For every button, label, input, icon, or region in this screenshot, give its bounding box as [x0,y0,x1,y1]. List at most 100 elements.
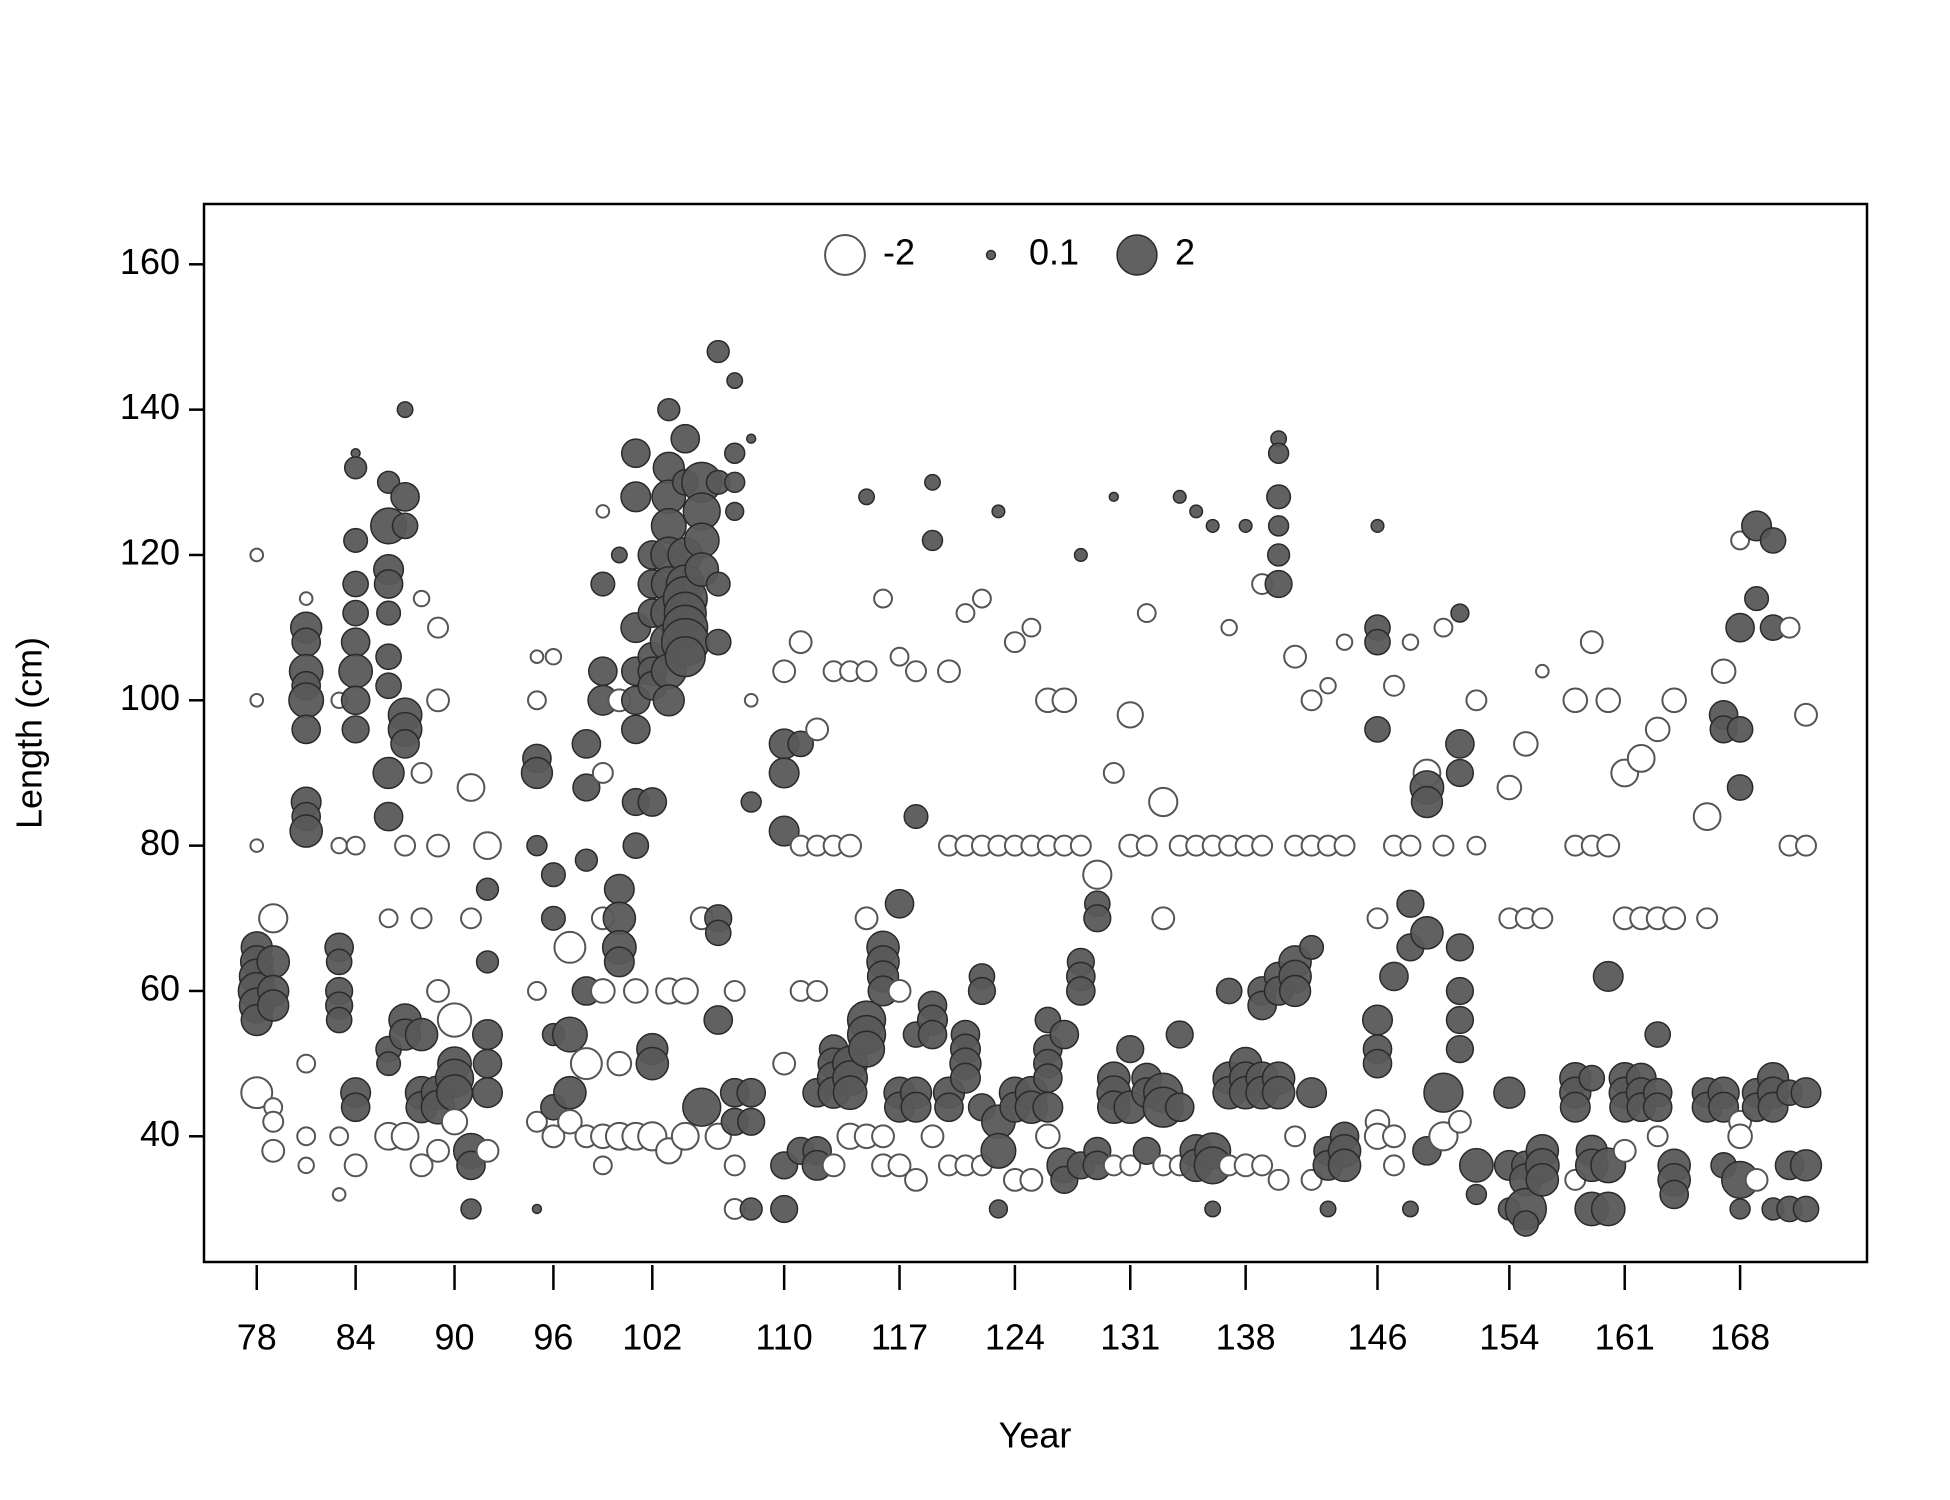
bubble [670,1121,700,1151]
bubble [1215,977,1243,1005]
x-axis-label: Year [999,1415,1072,1456]
bubble [572,773,601,802]
bubble [1445,976,1475,1006]
bubble [426,688,450,713]
bubble [1729,1198,1751,1220]
bubble [373,569,404,599]
bubble [1116,701,1144,729]
bubble [1531,907,1554,930]
bubble [805,717,830,742]
bubble [1205,518,1220,533]
x-tick-label: 161 [1595,1317,1655,1358]
bubble [1366,907,1389,930]
bubble [937,659,961,684]
bubble [472,1048,503,1079]
bubble [410,761,433,784]
bubble [670,423,701,454]
bubble [1789,1149,1823,1182]
bubble [1362,1048,1393,1079]
bubble [787,730,814,758]
bubble [343,527,369,553]
bubble [671,977,699,1005]
bubble [574,848,599,872]
bubble [1445,758,1475,788]
bubble [1151,906,1176,931]
bubble [553,930,587,964]
bubble [1266,543,1291,567]
bubble [884,888,915,919]
bubble [390,481,420,512]
bubble [682,1087,722,1127]
bubble [1696,907,1719,930]
bubble [652,684,685,717]
bubble [623,978,649,1004]
x-tick-label: 78 [237,1317,277,1358]
bubble [1401,1200,1419,1218]
bubble [1164,1092,1195,1123]
bubble [595,504,611,519]
bubble [988,1199,1009,1219]
bubble [341,715,370,744]
y-tick-label: 80 [140,822,180,863]
y-tick-label: 160 [120,241,180,282]
bubble [288,682,325,719]
bubble [520,756,554,790]
bubble [1204,1200,1222,1218]
bubble [739,1197,763,1221]
bubble [725,501,745,522]
bubble [1379,961,1409,992]
bubble [1778,616,1801,639]
x-tick-label: 84 [336,1317,376,1358]
bubble [1364,716,1391,743]
bubble [1033,1063,1063,1094]
bubble [1132,1136,1161,1165]
bubble [723,979,746,1002]
bubble [1251,1154,1274,1177]
bubble [249,692,265,708]
bubble [1642,1092,1673,1123]
bubble [412,589,431,608]
bubble [426,979,450,1003]
bubble [1267,1168,1290,1191]
bubble [1266,484,1292,510]
bubble [1725,612,1755,643]
x-tick-label: 117 [871,1317,928,1358]
bubble [1512,1210,1540,1237]
bubble [1433,617,1454,638]
bubble [1021,617,1042,638]
bubble [603,873,635,905]
bubble [1032,1091,1064,1123]
bubble [1525,1163,1560,1197]
bubble [1428,1121,1459,1152]
bubble [1710,658,1737,685]
bubble [1626,744,1656,773]
bubble [1578,1064,1606,1092]
bubble [703,1005,734,1035]
bubble [905,660,927,683]
bubble [622,832,650,859]
bubble [1458,1147,1494,1183]
bubble [737,1107,766,1136]
bubble [1730,530,1751,551]
bubble [1432,834,1455,857]
bubble [540,905,566,931]
bubble [1383,1154,1405,1177]
bubble [745,433,757,444]
bubble [657,397,681,422]
bubble [1382,1124,1406,1149]
bubble [770,1194,799,1224]
bubble [1445,933,1475,962]
bubble [1073,547,1088,563]
bubble [325,1006,353,1034]
plot-frame [202,202,1869,1264]
bubble [426,833,450,858]
bubble [1596,833,1621,858]
bubble [871,1124,895,1149]
plot-marks [237,339,1823,1237]
bubble [603,946,635,978]
bubble [934,1092,964,1123]
bubble [1396,889,1425,918]
bubble [889,646,910,667]
bubble [297,1156,315,1175]
